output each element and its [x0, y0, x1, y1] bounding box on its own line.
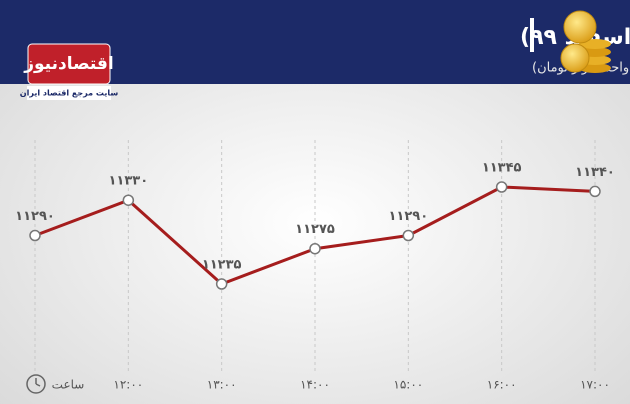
value-label: ۱۱۲۹۰: [388, 209, 428, 224]
marker: [589, 185, 601, 198]
x-tick-label: ۱۲:۰۰: [113, 378, 143, 392]
value-label: ۱۱۲۹۰: [15, 209, 55, 224]
value-label: ۱۱۳۴۵: [482, 161, 522, 176]
x-axis-label: ساعت: [52, 378, 85, 392]
title-bar: [530, 18, 534, 52]
marker: [495, 181, 508, 193]
logo: [27, 43, 111, 85]
value-label: ۱۱۲۳۵: [202, 258, 242, 273]
marker: [309, 242, 321, 255]
value-label: ۱۱۳۴۰: [575, 165, 615, 180]
marker: [29, 229, 41, 242]
logo-caption-bg: [27, 86, 111, 100]
logo-caption: سایت مرجع اقتصاد ایران: [20, 89, 119, 98]
logo-text: اقتصادنیوز: [23, 54, 114, 74]
x-tick-label: ۱۵:۰۰: [393, 378, 423, 392]
x-tick-label: ۱۳:۰۰: [207, 378, 237, 392]
value-label: ۱۱۲۷۵: [295, 222, 335, 237]
marker: [215, 278, 228, 290]
marker: [402, 229, 415, 242]
x-tick-label: ۱۷:۰۰: [580, 378, 610, 392]
x-tick-label: ۱۴:۰۰: [300, 378, 330, 392]
clock-icon: [26, 374, 46, 394]
marker: [122, 194, 135, 206]
x-tick-label: ۱۶:۰۰: [487, 378, 517, 392]
coins-icon: [560, 10, 611, 73]
value-label: ۱۱۳۳۰: [108, 174, 148, 189]
